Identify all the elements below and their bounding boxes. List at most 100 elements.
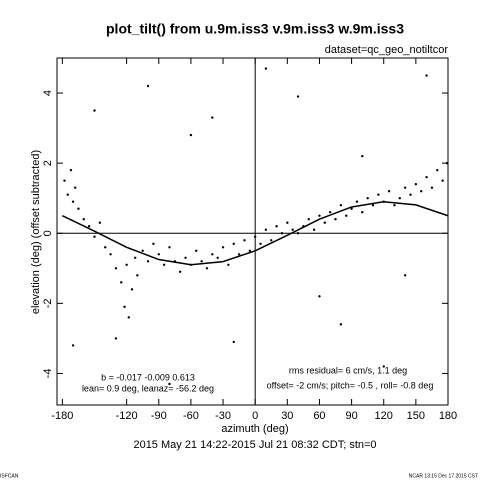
point [120,281,123,284]
point [403,186,407,189]
point [221,246,225,249]
point [168,246,171,249]
point [286,221,289,224]
point [98,221,102,224]
fit-line [62,200,449,266]
point [157,253,160,256]
point [377,193,380,196]
point [366,197,369,200]
point [232,340,235,344]
point [425,175,428,179]
x-tick-label: -60 [183,410,199,422]
point [127,316,130,319]
point [211,116,214,119]
point [436,168,439,172]
x-tick-label: 180 [439,410,457,422]
point [441,179,444,182]
point [152,242,155,245]
point [71,200,75,203]
x-axis-label: azimuth (deg) [221,423,288,435]
x-tick-label: 30 [281,410,293,422]
point [361,211,364,214]
point [205,267,209,270]
point [323,221,327,224]
point [264,228,268,231]
point [123,305,126,309]
point [168,382,171,386]
point [71,344,75,347]
point [280,232,284,235]
point [420,189,423,193]
x-tick-label: -120 [116,410,138,422]
point [361,154,364,158]
footer: ISFCAN [0,473,19,479]
point [184,256,187,259]
point [264,67,268,70]
point [74,186,77,189]
point [387,189,391,193]
point [136,274,139,277]
y-tick-label: 0 [42,230,54,236]
point [296,232,300,235]
point [270,239,273,242]
annotation: b = -0.017 -0.009 0.613 [101,372,195,382]
point [318,295,321,298]
point [425,74,428,77]
footer: NCAR 13:15 Dec 17 2015 CST [409,473,478,479]
point [109,253,112,256]
x-tick-label: 60 [313,410,325,422]
point [189,133,193,137]
x-tick-label: 90 [345,410,357,422]
point [296,95,300,98]
point [345,214,348,217]
point [146,260,150,263]
plot-frame [56,57,449,406]
point [409,193,412,196]
caption: 2015 May 21 14:22-2015 Jul 21 08:32 CDT;… [133,439,376,451]
point [162,263,166,266]
point [355,200,359,203]
annotation: lean= 0.9 deg, leanaz= -56.2 deg [82,383,214,393]
point [114,337,118,340]
point [393,204,396,207]
point [243,239,246,242]
point [195,249,198,252]
subtitle: dataset=qc_geo_notiltcor [325,44,449,56]
point [200,260,203,263]
point [350,207,353,210]
point [253,235,257,238]
point [63,179,66,182]
y-tick-label: 4 [42,90,54,96]
point [382,365,385,368]
point [125,263,128,266]
point [339,323,343,326]
point [69,168,73,172]
point [318,214,321,217]
y-tick-label: -4 [42,369,54,379]
point [371,204,375,207]
point [227,263,230,266]
y-tick-label: 2 [42,160,54,166]
point [398,197,401,200]
point [77,207,80,210]
point [232,242,235,245]
point [93,235,96,238]
point [275,225,278,228]
x-tick-label: 150 [407,410,425,422]
x-tick-label: -90 [151,410,167,422]
point [114,267,118,270]
point [82,218,85,221]
x-tick-label: 0 [252,410,258,422]
annotation: offset= -2 cm/s; pitch= -0.5 , roll= -0.… [267,380,434,390]
point [307,218,310,221]
y-axis-label: elevation (deg) (offset subtracted) [30,150,42,314]
point [334,218,337,221]
point [141,249,144,252]
point [291,228,294,231]
point [211,253,214,256]
point [328,211,332,214]
point [312,228,316,231]
point [339,204,343,207]
annotation: rms residual= 6 cm/s, 1.1 deg [289,365,407,375]
